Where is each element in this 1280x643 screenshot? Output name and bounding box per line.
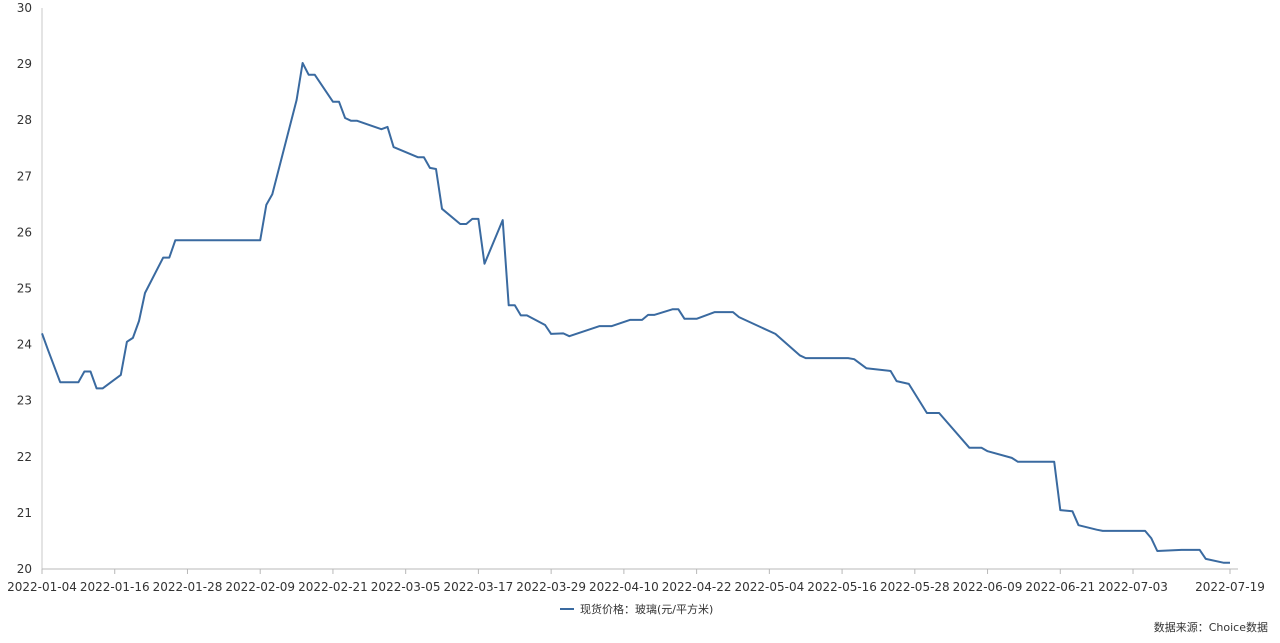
x-tick-label: 2022-05-28 xyxy=(880,580,950,594)
x-tick-label: 2022-04-10 xyxy=(589,580,659,594)
x-tick-label: 2022-03-29 xyxy=(516,580,586,594)
x-tick-label: 2022-02-09 xyxy=(225,580,295,594)
y-tick-label: 24 xyxy=(17,338,32,352)
x-tick-label: 2022-05-16 xyxy=(807,580,877,594)
y-tick-label: 20 xyxy=(17,562,32,576)
y-tick-label: 25 xyxy=(17,282,32,296)
x-tick-label: 2022-01-16 xyxy=(80,580,150,594)
y-tick-label: 30 xyxy=(17,1,32,15)
series-line xyxy=(41,62,1230,564)
x-tick-label: 2022-02-21 xyxy=(298,580,368,594)
y-tick-label: 28 xyxy=(17,113,32,127)
legend-label: 现货价格：玻璃(元/平方米) xyxy=(580,603,714,616)
y-tick-label: 22 xyxy=(17,450,32,464)
x-tick-label: 2022-05-04 xyxy=(734,580,804,594)
x-tick-label: 2022-06-09 xyxy=(953,580,1023,594)
x-tick-label: 2022-03-17 xyxy=(444,580,514,594)
y-tick-label: 23 xyxy=(17,394,32,408)
x-tick-label: 2022-03-05 xyxy=(371,580,441,594)
x-tick-label: 2022-07-19 xyxy=(1195,580,1265,594)
x-tick-label: 2022-06-21 xyxy=(1025,580,1095,594)
x-tick-label: 2022-07-03 xyxy=(1098,580,1168,594)
x-tick-label: 2022-04-22 xyxy=(662,580,732,594)
x-tick-label: 2022-01-04 xyxy=(7,580,77,594)
legend: 现货价格：玻璃(元/平方米) xyxy=(560,601,713,617)
y-tick-label: 29 xyxy=(17,57,32,71)
y-tick-label: 27 xyxy=(17,169,32,183)
y-tick-label: 26 xyxy=(17,225,32,239)
data-source: 数据来源：Choice数据 xyxy=(1153,621,1268,634)
legend-swatch xyxy=(560,608,574,610)
x-tick-label: 2022-01-28 xyxy=(153,580,223,594)
y-tick-label: 21 xyxy=(17,506,32,520)
